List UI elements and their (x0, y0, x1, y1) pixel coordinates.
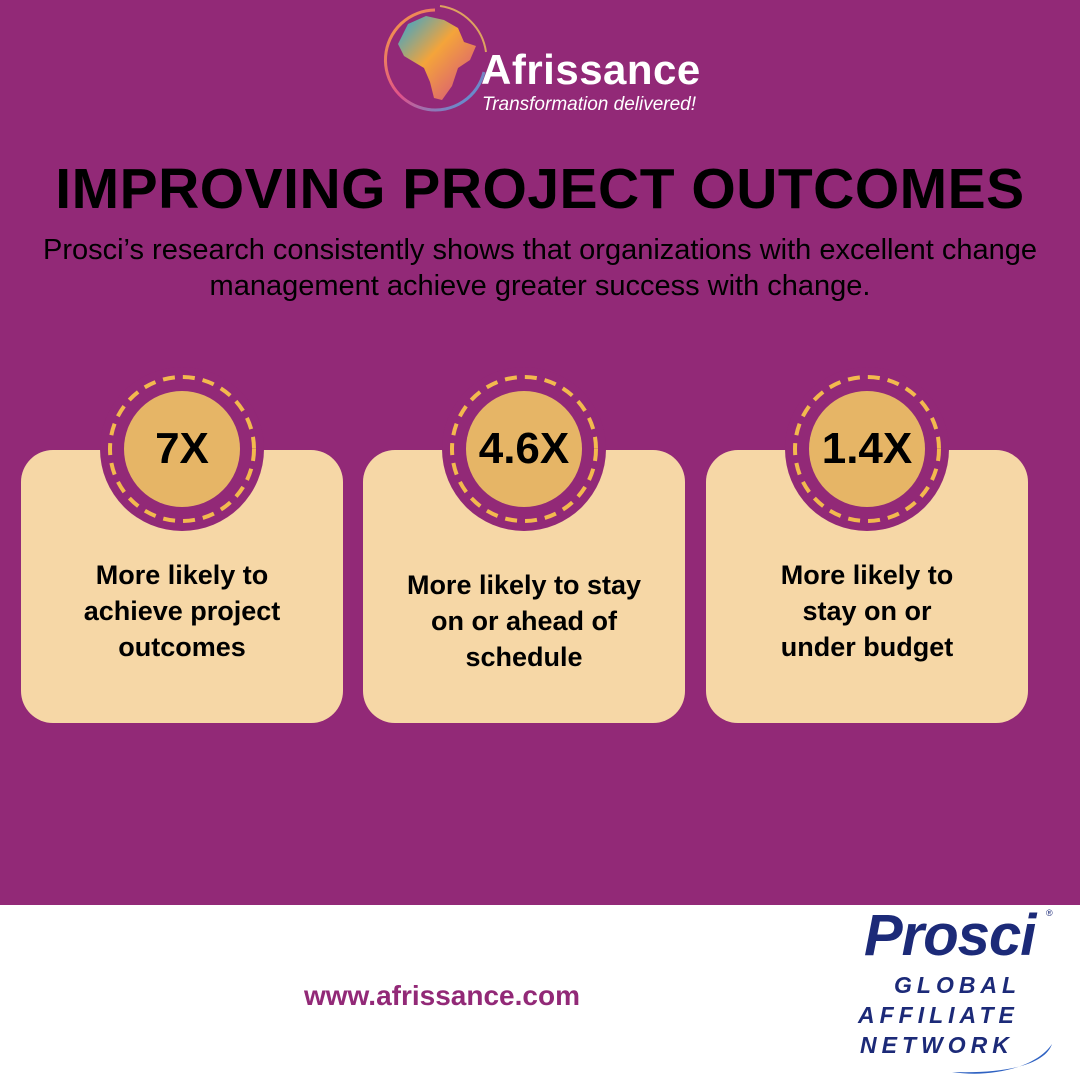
prosci-line-global: GLOBAL (894, 972, 1022, 998)
prosci-wordmark: Prosci (864, 903, 1036, 968)
stat-value: 1.4X (821, 424, 913, 473)
page-title: IMPROVING PROJECT OUTCOMES (55, 157, 1025, 221)
stat-label: More likely to stay on or ahead of sched… (406, 570, 642, 672)
swoosh-icon (952, 1044, 1052, 1074)
brand-tagline: Transformation delivered! (482, 94, 697, 115)
hero-panel: Afrissance Transformation delivered! IMP… (0, 0, 1080, 905)
stat-value: 4.6X (478, 424, 570, 473)
stat-label: More likely to stay on or under budget (780, 560, 954, 662)
stat-badge: 7X (100, 367, 264, 531)
footer-panel (0, 905, 1080, 1080)
registered-mark: ® (1046, 908, 1053, 918)
africa-globe-icon (383, 5, 487, 112)
brand-name: Afrissance (481, 46, 701, 93)
stat-label: More likely to achieve project outcomes (83, 560, 281, 662)
afrissance-logo: Afrissance Transformation delivered! (380, 2, 720, 120)
page-subtitle: Prosci’s research consistently shows tha… (42, 234, 1038, 302)
prosci-line-affiliate: AFFILIATE (858, 1002, 1019, 1028)
stat-badge: 4.6X (442, 367, 606, 531)
prosci-logo: Prosci ® GLOBAL AFFILIATE NETWORK (850, 900, 1070, 1075)
prosci-line-network: NETWORK (860, 1032, 1014, 1058)
stat-value: 7X (155, 424, 209, 473)
stat-badge: 1.4X (785, 367, 949, 531)
website-link[interactable]: www.afrissance.com (304, 980, 580, 1011)
